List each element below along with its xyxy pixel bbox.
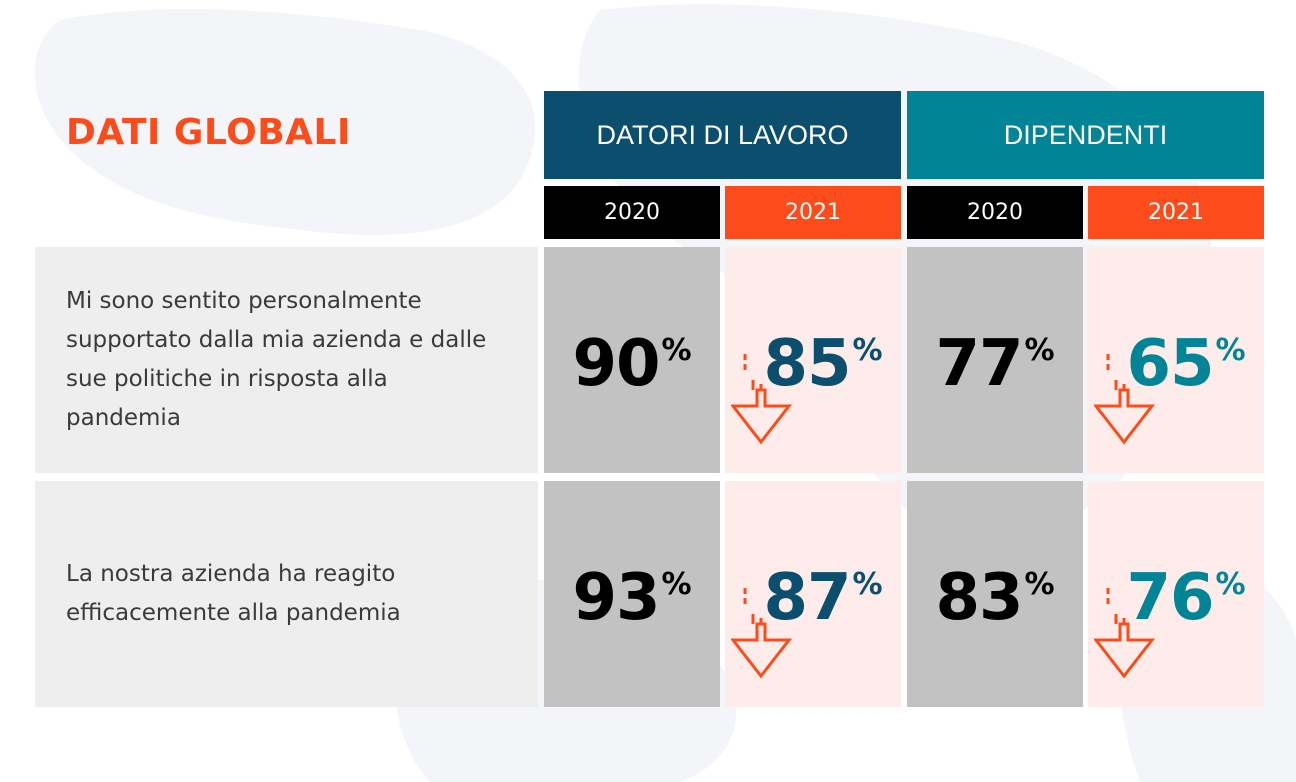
group-header-employers: DATORI DI LAVORO <box>544 91 901 179</box>
down-arrow-icon <box>1094 354 1156 445</box>
value-cell: 77% <box>907 247 1083 473</box>
year-header-employees-2021: 2021 <box>1088 186 1264 239</box>
value-number: 77 <box>935 327 1023 401</box>
value-label: 87% <box>745 566 901 630</box>
value-label: 65% <box>1108 332 1264 396</box>
value-number: 90 <box>572 327 660 401</box>
down-arrow-icon <box>731 354 793 445</box>
row-label-text: Mi sono sentito personalmente supportato… <box>66 288 487 431</box>
value-cell: 83% <box>907 481 1083 707</box>
row-label-reacted: La nostra azienda ha reagito efficacemen… <box>35 481 538 707</box>
group-header-employees: DIPENDENTI <box>907 91 1264 179</box>
value-number: 76 <box>1126 561 1214 635</box>
down-arrow-icon <box>1094 588 1156 679</box>
down-arrow-icon <box>731 588 793 679</box>
value-label: 83% <box>907 566 1083 630</box>
value-cell: 93% <box>544 481 720 707</box>
percent-sign: % <box>1215 333 1246 368</box>
page-title: DATI GLOBALI <box>66 112 351 153</box>
value-label: 93% <box>544 566 720 630</box>
value-label: 90% <box>544 332 720 396</box>
value-number: 83 <box>935 561 1023 635</box>
row-label-supported: Mi sono sentito personalmente supportato… <box>35 247 538 473</box>
value-label: 85% <box>745 332 901 396</box>
percent-sign: % <box>661 333 692 368</box>
value-label: 77% <box>907 332 1083 396</box>
year-header-employees-2020: 2020 <box>907 186 1083 239</box>
percent-sign: % <box>1024 567 1055 602</box>
value-number: 85 <box>763 327 851 401</box>
percent-sign: % <box>852 567 883 602</box>
value-cell: 85% <box>725 247 901 473</box>
percent-sign: % <box>852 333 883 368</box>
value-cell: 90% <box>544 247 720 473</box>
row-label-text: La nostra azienda ha reagito efficacemen… <box>66 561 401 626</box>
year-header-employers-2020: 2020 <box>544 186 720 239</box>
value-number: 65 <box>1126 327 1214 401</box>
value-number: 93 <box>572 561 660 635</box>
percent-sign: % <box>1024 333 1055 368</box>
percent-sign: % <box>1215 567 1246 602</box>
year-header-employers-2021: 2021 <box>725 186 901 239</box>
value-label: 76% <box>1108 566 1264 630</box>
value-cell: 76% <box>1088 481 1264 707</box>
percent-sign: % <box>661 567 692 602</box>
value-number: 87 <box>763 561 851 635</box>
